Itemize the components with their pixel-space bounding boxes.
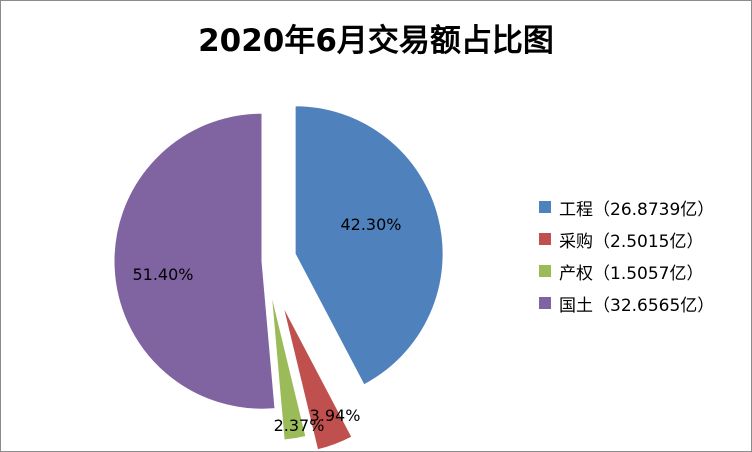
legend-swatch <box>539 201 551 213</box>
chart-title: 2020年6月交易额占比图 <box>198 23 554 59</box>
legend-label: 国土（32.6565亿） <box>559 295 715 316</box>
legend-item-chanquan: 产权（1.5057亿） <box>539 255 714 287</box>
data-label-caigou: 3.94% <box>310 406 361 425</box>
legend-swatch <box>539 265 551 277</box>
legend: 工程（26.8739亿） 采购（2.5015亿） 产权（1.5057亿） 国土（32.… <box>539 191 714 319</box>
data-label-guotu: 51.40% <box>132 265 193 284</box>
data-label-gongcheng: 42.30% <box>340 215 401 234</box>
legend-label: 采购（2.5015亿） <box>559 231 704 252</box>
pie-slice-gongcheng <box>294 105 444 386</box>
data-label-chanquan: 2.37% <box>274 416 325 435</box>
pie-slice-guotu <box>113 112 276 410</box>
legend-label: 工程（26.8739亿） <box>559 199 715 220</box>
legend-swatch <box>539 233 551 245</box>
pie-slice-caigou <box>282 305 353 451</box>
legend-item-caigou: 采购（2.5015亿） <box>539 223 714 255</box>
legend-item-guotu: 国土（32.6565亿） <box>539 287 714 319</box>
pie-slice-chanquan <box>270 292 307 441</box>
legend-swatch <box>539 297 551 309</box>
legend-item-gongcheng: 工程（26.8739亿） <box>539 191 714 223</box>
legend-label: 产权（1.5057亿） <box>559 263 704 284</box>
